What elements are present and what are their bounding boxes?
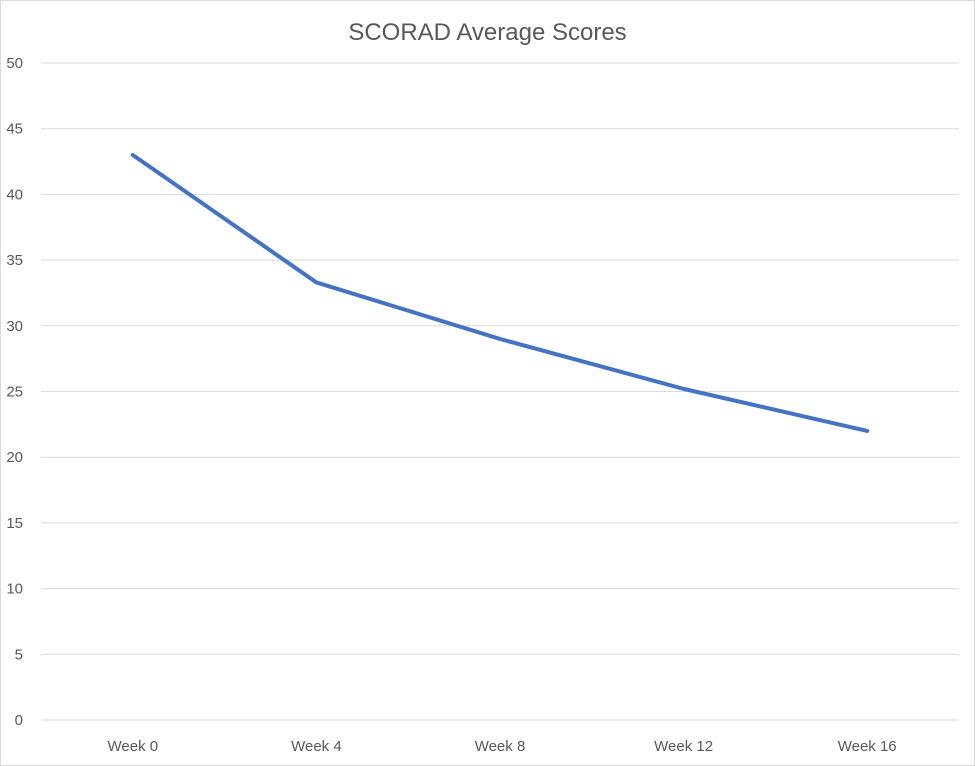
y-tick-label-40: 40 bbox=[6, 186, 23, 203]
x-tick-label-3: Week 12 bbox=[654, 738, 713, 755]
y-tick-label-25: 25 bbox=[6, 384, 23, 401]
y-tick-label-35: 35 bbox=[6, 252, 23, 269]
y-tick-label-30: 30 bbox=[6, 318, 23, 335]
y-tick-label-50: 50 bbox=[6, 55, 23, 72]
y-tick-label-20: 20 bbox=[6, 449, 23, 466]
x-tick-label-0: Week 0 bbox=[108, 738, 159, 755]
y-tick-label-10: 10 bbox=[6, 581, 23, 598]
y-tick-label-0: 0 bbox=[15, 712, 23, 729]
y-tick-label-45: 45 bbox=[6, 121, 23, 138]
y-tick-label-5: 5 bbox=[15, 646, 23, 663]
x-tick-label-1: Week 4 bbox=[291, 738, 342, 755]
y-tick-label-15: 15 bbox=[6, 515, 23, 532]
x-tick-label-2: Week 8 bbox=[475, 738, 526, 755]
x-tick-label-4: Week 16 bbox=[838, 738, 897, 755]
chart-title: SCORAD Average Scores bbox=[348, 19, 627, 46]
series-line-0 bbox=[130, 152, 870, 433]
